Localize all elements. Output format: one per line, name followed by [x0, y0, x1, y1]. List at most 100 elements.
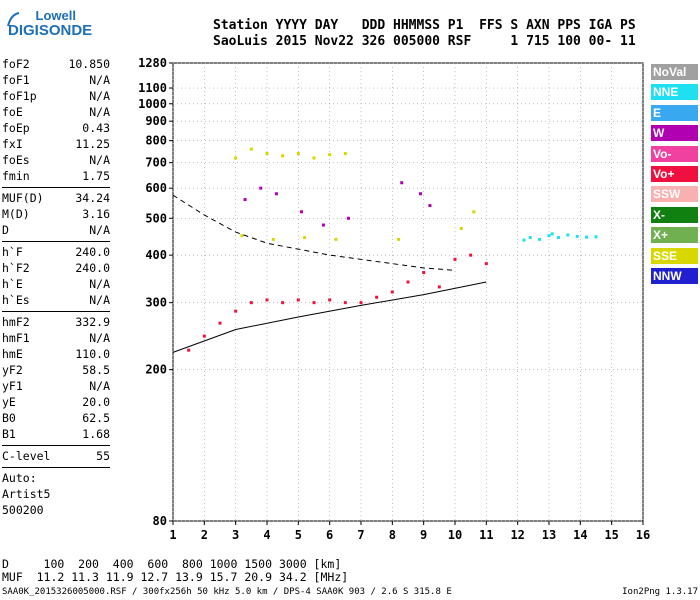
station-header: Station YYYY DAY DDD HHMMSS P1 FFS S AXN…: [213, 18, 636, 50]
x-tick-label: 6: [326, 528, 333, 542]
data-point: [397, 237, 401, 241]
data-point: [428, 204, 432, 208]
data-point: [459, 226, 463, 230]
y-tick-label: 80: [153, 514, 167, 528]
muf-row: MUF 11.2 11.3 11.9 12.7 13.9 15.7 20.9 3…: [2, 570, 349, 584]
param-name: h`Es: [2, 293, 30, 307]
param-value: 3.16: [82, 207, 110, 221]
x-tick-label: 2: [201, 528, 208, 542]
data-point: [469, 253, 473, 257]
param-row: fmin 1.75: [2, 168, 110, 184]
x-tick-label: 13: [542, 528, 556, 542]
software-version: Ion2Png 1.3.17: [622, 587, 698, 597]
param-value: N/A: [89, 277, 110, 291]
param-name: foEp: [2, 121, 30, 135]
param-row: MUF(D) 34.24: [2, 190, 110, 206]
data-point: [484, 262, 488, 266]
param-value: N/A: [89, 331, 110, 345]
param-value: 34.24: [75, 191, 110, 205]
param-row: yF1 N/A: [2, 378, 110, 394]
param-separator: [2, 187, 110, 188]
data-point: [437, 285, 441, 289]
data-point: [281, 301, 285, 305]
plot-frame: [172, 62, 644, 522]
data-point: [271, 237, 275, 241]
digisonde-logo: Lowell DIGISONDE: [4, 6, 104, 46]
param-note: Auto:: [2, 471, 37, 485]
data-point: [265, 298, 269, 302]
header-values: SaoLuis 2015 Nov22 326 005000 RSF 1 715 …: [213, 34, 636, 49]
param-value: N/A: [89, 153, 110, 167]
param-row: B1 1.68: [2, 426, 110, 442]
x-tick-label: 1: [169, 528, 176, 542]
param-row: hmE 110.0: [2, 346, 110, 362]
legend-entry: E: [651, 104, 698, 121]
logo-line1: Lowell: [35, 8, 76, 23]
file-info: SAA0K_2015326005000.RSF / 300fx256h 50 k…: [2, 587, 452, 597]
param-name: M(D): [2, 207, 30, 221]
legend-entry: NNW: [651, 267, 698, 284]
y-tick-label: 900: [145, 114, 167, 128]
data-point: [243, 198, 247, 202]
legend-entry: X+: [651, 227, 698, 244]
scaled-parameters-panel: foF2 10.850 foF1 N/A foF1p N/A foE N/A foEp 0.43 f…: [2, 56, 110, 518]
y-tick-label: 500: [145, 211, 167, 225]
data-point: [249, 147, 253, 151]
param-value: N/A: [89, 73, 110, 87]
param-name: foEs: [2, 153, 30, 167]
param-note: 500200: [2, 503, 44, 517]
y-tick-label: 1100: [138, 81, 167, 95]
param-name: foF1p: [2, 89, 37, 103]
param-value: 332.9: [75, 315, 110, 329]
virtual-height-trace: [172, 281, 487, 353]
data-point: [281, 154, 285, 158]
param-row: B0 62.5: [2, 410, 110, 426]
x-tick-label: 16: [636, 528, 650, 542]
data-point: [472, 210, 476, 214]
data-point: [556, 236, 560, 240]
y-tick-label: 600: [145, 181, 167, 195]
y-tick-label: 700: [145, 156, 167, 170]
param-value: 62.5: [82, 411, 110, 425]
data-point: [375, 295, 379, 299]
param-name: yF2: [2, 363, 23, 377]
param-value: N/A: [89, 105, 110, 119]
param-name: yE: [2, 395, 16, 409]
data-point: [312, 301, 316, 305]
param-name: fxI: [2, 137, 23, 151]
y-tick-label: 400: [145, 248, 167, 262]
data-point: [274, 192, 278, 196]
x-tick-label: 12: [510, 528, 524, 542]
param-row: hmF1 N/A: [2, 330, 110, 346]
data-point: [346, 216, 350, 220]
legend: NoVal NNE E W Vo- Vo+ SSW X- X+ SSE NNW: [651, 64, 698, 288]
legend-entry: Vo+: [651, 165, 698, 182]
param-row: fxI 11.25: [2, 136, 110, 152]
data-point: [296, 152, 300, 156]
data-point: [234, 156, 238, 160]
param-name: h`F: [2, 245, 23, 259]
data-point: [453, 257, 457, 261]
param-row: C-level 55: [2, 448, 110, 464]
logo-line2: DIGISONDE: [8, 22, 93, 39]
x-tick-label: 9: [420, 528, 427, 542]
param-name: MUF(D): [2, 191, 44, 205]
x-tick-label: 10: [448, 528, 462, 542]
param-row: foE N/A: [2, 104, 110, 120]
param-separator: [2, 241, 110, 242]
param-row: h`Es N/A: [2, 292, 110, 308]
param-value: 1.75: [82, 169, 110, 183]
data-point: [321, 223, 325, 227]
data-point: [419, 192, 423, 196]
param-name: foF2: [2, 57, 30, 71]
param-name: h`F2: [2, 261, 30, 275]
data-point: [343, 152, 347, 156]
data-point: [265, 152, 269, 156]
param-name: D: [2, 223, 9, 237]
data-point: [218, 321, 222, 325]
data-point: [187, 348, 191, 352]
x-tick-label: 3: [232, 528, 239, 542]
legend-entry: SSW: [651, 186, 698, 203]
data-point: [299, 210, 303, 214]
